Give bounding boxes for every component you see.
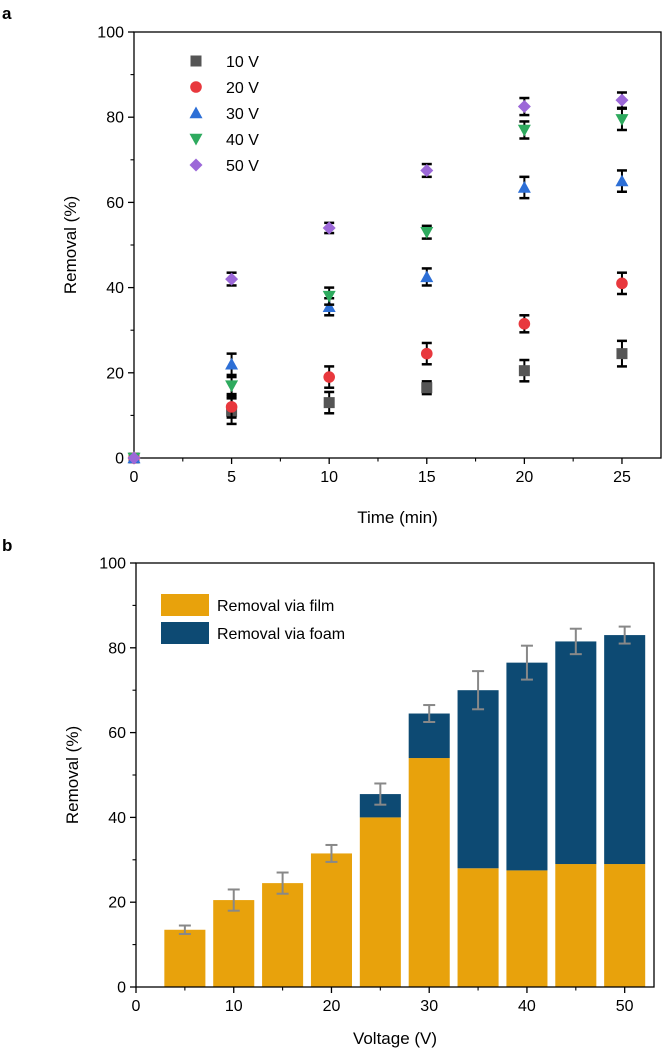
data-point [225, 272, 239, 286]
data-point [225, 401, 238, 413]
y-tick-label: 40 [106, 280, 124, 297]
x-tick-label: 0 [130, 469, 139, 486]
y-tick-label: 20 [108, 895, 126, 912]
x-tick-label: 25 [613, 469, 631, 486]
legend-swatch [161, 622, 209, 644]
data-point [615, 174, 629, 187]
data-point [322, 221, 336, 235]
chart-panel-b: 0 10 20 30 40 50 0 20 40 60 80 100 Removal via film R… [63, 556, 655, 1048]
x-tick-label: 10 [320, 469, 338, 486]
data-point [420, 227, 434, 239]
data-point [225, 380, 239, 393]
data-point [518, 365, 530, 377]
bar-foam [604, 635, 646, 865]
bar-film [555, 864, 597, 987]
data-point [127, 451, 141, 465]
y-tick-label: 60 [108, 725, 126, 742]
y-tick-label: 40 [108, 810, 126, 827]
bar-film [408, 758, 450, 987]
data-point [322, 300, 336, 312]
legend-label: 10 V [226, 54, 259, 71]
data-point [517, 180, 531, 193]
chart-panel-a: 0 5 10 15 20 25 0 20 40 60 80 100 10 V 20 V 30 V 40 V 50… [61, 25, 662, 527]
data-point [616, 277, 628, 290]
panel-label-b: b [2, 536, 12, 555]
y-tick-label: 100 [99, 556, 126, 573]
x-tick-label: 10 [225, 998, 243, 1015]
data-point [517, 100, 531, 114]
x-tick-label: 40 [518, 998, 536, 1015]
legend-marker [190, 55, 202, 67]
data-point [420, 347, 433, 360]
bar-film [359, 817, 401, 987]
bar-foam [506, 662, 548, 871]
legend-marker [190, 81, 202, 93]
data-point [615, 93, 629, 107]
bar-foam [457, 690, 499, 869]
y-tick-label: 60 [106, 195, 124, 212]
data-point [323, 371, 335, 383]
x-tick-label: 20 [323, 998, 341, 1015]
legend-marker [189, 133, 203, 146]
x-tick-label: 5 [227, 469, 236, 486]
bar-film [213, 900, 255, 987]
data-point [615, 114, 629, 126]
x-tick-label: 20 [515, 469, 533, 486]
y-tick-label: 20 [106, 365, 124, 382]
data-point [616, 348, 628, 360]
y-tick-label: 80 [106, 110, 124, 127]
bar-film [164, 929, 206, 987]
bar-film [506, 870, 548, 987]
data-point [322, 290, 336, 303]
panel-label-a: a [2, 4, 12, 23]
y-axis-title: Removal (%) [61, 196, 80, 294]
bar-foam [359, 794, 401, 818]
data-point [225, 357, 239, 370]
x-tick-label: 0 [132, 998, 141, 1015]
y-tick-label: 100 [97, 25, 124, 42]
bar-film [457, 868, 499, 987]
y-tick-label: 0 [117, 980, 126, 997]
data-point [420, 163, 434, 177]
legend-label: Removal via foam [217, 626, 345, 643]
legend-label: 50 V [226, 158, 259, 175]
data-point [420, 270, 434, 283]
x-tick-label: 15 [418, 469, 436, 486]
legend-marker [189, 158, 203, 172]
data-point [323, 397, 335, 409]
legend-label: 20 V [226, 80, 259, 97]
legend-label: Removal via film [217, 598, 334, 615]
legend-label: 40 V [226, 132, 259, 149]
y-tick-label: 0 [115, 451, 124, 468]
data-point [421, 382, 433, 394]
data-point [517, 124, 531, 137]
x-tick-label: 50 [616, 998, 634, 1015]
y-tick-label: 80 [108, 640, 126, 657]
legend-swatch [161, 594, 209, 616]
legend-marker [189, 106, 203, 119]
x-axis-title: Time (min) [357, 508, 438, 527]
plot-frame [133, 31, 662, 459]
data-point [518, 318, 531, 330]
x-axis-title: Voltage (V) [353, 1029, 437, 1048]
y-axis-title: Removal (%) [63, 726, 82, 824]
x-tick-label: 30 [420, 998, 438, 1015]
bar-foam [555, 641, 597, 865]
legend-label: 30 V [226, 106, 259, 123]
bar-film [310, 853, 352, 987]
bar-film [604, 864, 646, 987]
bar-film [262, 883, 304, 987]
